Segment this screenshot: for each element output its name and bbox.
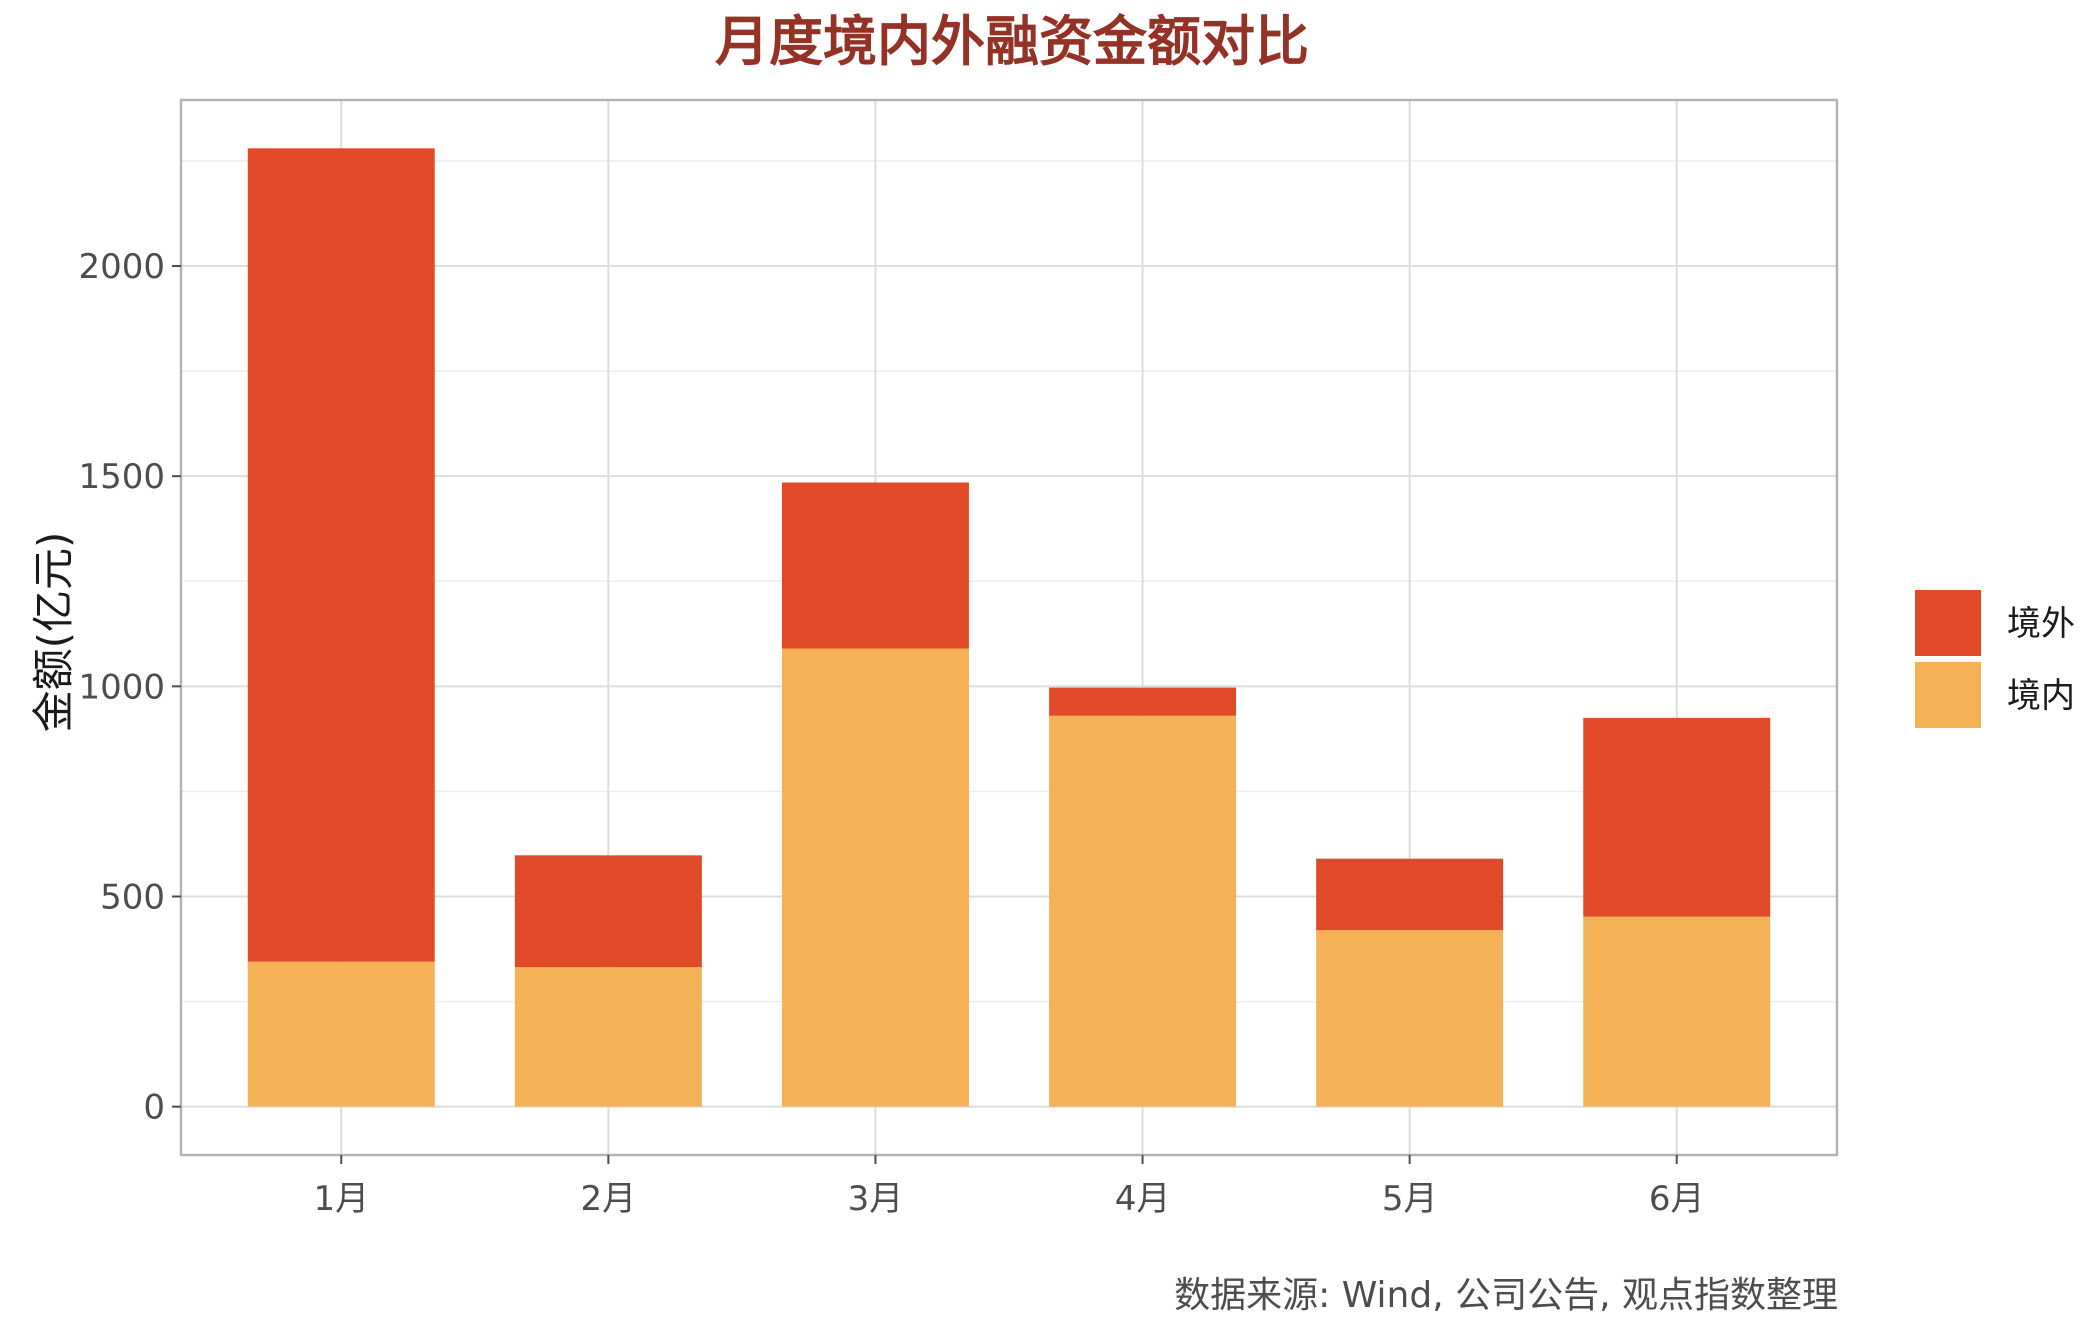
bar-domestic: [1049, 715, 1237, 1107]
y-tick-label: 500: [100, 878, 165, 918]
bar-domestic: [514, 967, 702, 1107]
x-tick-label: 4月: [1115, 1179, 1171, 1219]
bar-overseas: [781, 482, 969, 649]
x-tick-label: 2月: [581, 1179, 637, 1219]
y-axis-label: 金额(亿元): [29, 532, 78, 733]
panel-background: [181, 100, 1837, 1155]
caption: 数据来源: Wind, 公司公告, 观点指数整理: [1174, 1275, 1838, 1316]
x-tick-label: 6月: [1649, 1179, 1705, 1219]
x-tick-label: 5月: [1382, 1179, 1438, 1219]
x-tick-label: 1月: [313, 1179, 369, 1219]
bar-domestic: [781, 648, 969, 1107]
y-tick-label: 1000: [78, 667, 165, 707]
bar-overseas: [1316, 858, 1504, 931]
chart-title: 月度境内外融资金额对比: [715, 10, 1309, 73]
y-tick-label: 1500: [78, 457, 165, 497]
y-tick-label: 0: [143, 1088, 165, 1128]
legend-label-domestic: 境内: [2007, 676, 2075, 716]
x-tick-label: 3月: [848, 1179, 904, 1219]
bar-overseas: [1583, 717, 1771, 917]
bar-overseas: [514, 855, 702, 968]
bar-domestic: [1316, 930, 1504, 1107]
legend-key-domestic: [1915, 662, 1981, 728]
panel-border: [179, 98, 1839, 1157]
bar-overseas: [1049, 687, 1237, 716]
legend-key-overseas: [1915, 590, 1981, 656]
y-tick-label: 2000: [78, 247, 165, 287]
legend-label-overseas: 境外: [2007, 604, 2075, 644]
bar-overseas: [247, 148, 435, 962]
bar-domestic: [1583, 916, 1771, 1107]
plot-area: 0 500 1000 1500 2000 1月 2月 3月 4月 5月 6月: [78, 98, 1839, 1219]
bar-domestic: [247, 961, 435, 1107]
